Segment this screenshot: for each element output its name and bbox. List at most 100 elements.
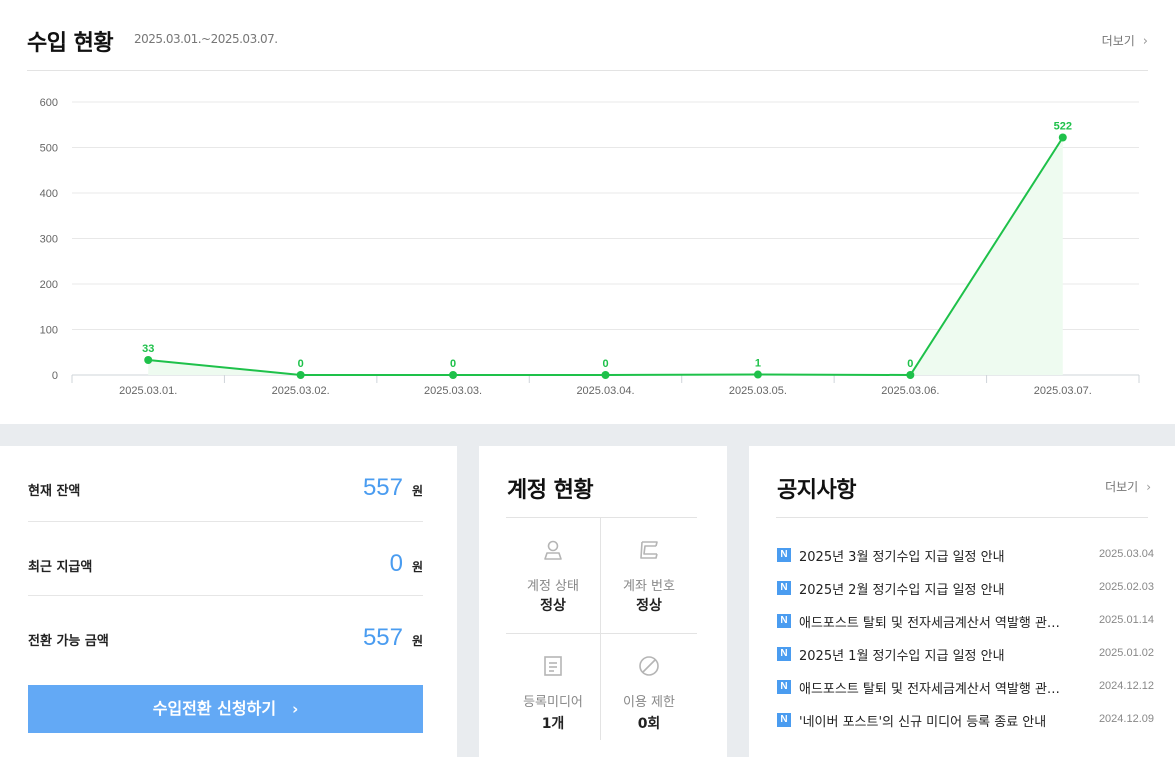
chevron-right-icon: › <box>1142 34 1148 49</box>
notice-item[interactable]: N 2025년 2월 정기수입 지급 일정 안내 2025.02.03 <box>777 575 1154 608</box>
notice-item-title[interactable]: 2025년 1월 정기수입 지급 일정 안내 <box>799 649 1005 664</box>
notice-item-title[interactable]: '네이버 포스트'의 신규 미디어 등록 종료 안내 <box>799 715 1047 730</box>
balance-row-current: 현재 잔액 557 원 <box>28 446 423 522</box>
income-title: 수입 현황 <box>27 31 114 56</box>
notice-item-title[interactable]: 애드포스트 탈퇴 및 전자세금계산서 역발행 관련 안내 <box>799 616 1061 631</box>
notice-item-title[interactable]: 2025년 2월 정기수입 지급 일정 안내 <box>799 583 1005 598</box>
notice-item[interactable]: N 2025년 3월 정기수입 지급 일정 안내 2025.03.04 <box>777 542 1154 575</box>
notice-divider <box>776 517 1148 518</box>
y-tick-label: 500 <box>40 143 58 155</box>
account-status-cell: 계정 상태 정상 <box>506 518 601 634</box>
account-restriction-cell: 이용 제한 0회 <box>601 634 697 740</box>
data-point <box>906 371 915 379</box>
data-label: 0 <box>298 358 304 370</box>
notice-list: N 2025년 3월 정기수입 지급 일정 안내 2025.03.04 N 20… <box>777 542 1154 740</box>
new-badge-icon: N <box>777 548 791 562</box>
notice-item[interactable]: N 2025년 1월 정기수입 지급 일정 안내 2025.01.02 <box>777 641 1154 674</box>
account-cell-value: 정상 <box>636 598 662 614</box>
data-label: 33 <box>142 343 154 355</box>
account-cell-label: 계정 상태 <box>527 579 579 594</box>
notice-item-title[interactable]: 2025년 3월 정기수입 지급 일정 안내 <box>799 550 1005 565</box>
new-badge-icon: N <box>777 680 791 694</box>
y-tick-label: 300 <box>40 234 58 246</box>
account-cell-value: 1개 <box>541 716 565 732</box>
data-point <box>601 371 610 379</box>
income-panel: 수입 현황 2025.03.01.~2025.03.07. 더보기 › 0 100 2… <box>0 0 1175 424</box>
data-label: 0 <box>907 358 913 370</box>
balance-label: 최근 지급액 <box>28 560 93 575</box>
account-cell-value: 0회 <box>637 716 661 732</box>
account-cell-label: 등록미디어 <box>523 695 583 710</box>
y-tick-label: 0 <box>52 370 58 382</box>
account-card: 계정 현황 계정 상태 정상 계좌 번호 정상 등록미디어 1 <box>479 446 727 757</box>
chevron-right-icon: › <box>292 700 299 718</box>
notice-item-date: 2025.02.03 <box>1098 581 1154 593</box>
income-date-range: 2025.03.01.~2025.03.07. <box>134 32 278 46</box>
data-point <box>296 371 305 379</box>
y-tick-label: 100 <box>40 325 58 337</box>
balance-value: 557 <box>362 474 403 501</box>
new-badge-icon: N <box>777 614 791 628</box>
x-tick-label: 2025.03.07. <box>1034 385 1092 397</box>
account-cell-value: 정상 <box>540 598 566 614</box>
y-tick-label: 600 <box>40 97 58 109</box>
notice-item-date: 2024.12.12 <box>1098 680 1154 692</box>
document-icon <box>544 656 562 676</box>
y-tick-label: 200 <box>40 279 58 291</box>
notice-item-date: 2025.01.02 <box>1098 647 1154 659</box>
bank-icon <box>640 541 658 559</box>
new-badge-icon: N <box>777 647 791 661</box>
notice-item-date: 2024.12.09 <box>1098 713 1154 725</box>
data-label: 0 <box>602 358 608 370</box>
balance-unit: 원 <box>411 634 423 648</box>
chevron-right-icon: › <box>1146 480 1151 494</box>
data-point <box>1058 133 1067 142</box>
x-tick-label: 2025.03.01. <box>119 385 177 397</box>
balance-value: 557 <box>362 624 403 651</box>
data-label: 0 <box>450 358 456 370</box>
notice-item-date: 2025.01.14 <box>1098 614 1154 626</box>
data-point <box>449 371 458 379</box>
series-line <box>148 136 1064 377</box>
convert-income-button[interactable]: 수입전환 신청하기 › <box>28 685 423 733</box>
convert-income-label: 수입전환 신청하기 <box>152 699 277 718</box>
balance-card: 현재 잔액 557 원 최근 지급액 0 원 전환 가능 금액 557 원 수입… <box>0 446 457 757</box>
income-header: 수입 현황 2025.03.01.~2025.03.07. 더보기 › <box>27 0 1148 71</box>
notice-more-link[interactable]: 더보기 › <box>1105 478 1151 495</box>
account-cell-label: 계좌 번호 <box>623 579 675 594</box>
account-cell-label: 이용 제한 <box>623 695 675 710</box>
balance-label: 현재 잔액 <box>28 484 81 499</box>
income-more-link[interactable]: 더보기 › <box>1102 32 1148 49</box>
balance-label: 전환 가능 금액 <box>28 634 109 649</box>
account-title: 계정 현황 <box>507 478 594 503</box>
notice-card: 공지사항 더보기 › N 2025년 3월 정기수입 지급 일정 안내 2025.… <box>749 446 1175 757</box>
notice-title: 공지사항 <box>777 478 856 503</box>
data-label: 1 <box>755 358 761 370</box>
user-icon <box>544 540 562 560</box>
x-tick-label: 2025.03.05. <box>729 385 787 397</box>
data-label: 522 <box>1054 120 1072 132</box>
balance-unit: 원 <box>411 484 423 498</box>
new-badge-icon: N <box>777 713 791 727</box>
x-tick-label: 2025.03.06. <box>881 385 939 397</box>
balance-unit: 원 <box>411 560 423 574</box>
income-more-label: 더보기 <box>1101 34 1135 48</box>
notice-item-date: 2025.03.04 <box>1098 548 1154 560</box>
notice-item[interactable]: N 애드포스트 탈퇴 및 전자세금계산서 역발행 관련 안내 2024.12.1… <box>777 674 1154 707</box>
y-tick-label: 400 <box>40 188 58 200</box>
notice-more-label: 더보기 <box>1105 480 1139 494</box>
data-point <box>144 355 153 364</box>
notice-item[interactable]: N 애드포스트 탈퇴 및 전자세금계산서 역발행 관련 안내 2025.01.1… <box>777 608 1154 641</box>
x-tick-label: 2025.03.03. <box>424 385 482 397</box>
notice-item-title[interactable]: 애드포스트 탈퇴 및 전자세금계산서 역발행 관련 안내 <box>799 682 1061 697</box>
balance-row-recent-payment: 최근 지급액 0 원 <box>28 522 423 596</box>
x-tick-label: 2025.03.04. <box>576 385 634 397</box>
account-bank-cell: 계좌 번호 정상 <box>601 518 697 634</box>
new-badge-icon: N <box>777 581 791 595</box>
account-grid: 계정 상태 정상 계좌 번호 정상 등록미디어 1개 이용 <box>506 517 697 740</box>
series-area <box>148 137 1063 375</box>
notice-item[interactable]: N '네이버 포스트'의 신규 미디어 등록 종료 안내 2024.12.09 <box>777 707 1154 740</box>
data-point <box>753 370 762 379</box>
balance-row-convertible: 전환 가능 금액 557 원 <box>28 596 423 670</box>
